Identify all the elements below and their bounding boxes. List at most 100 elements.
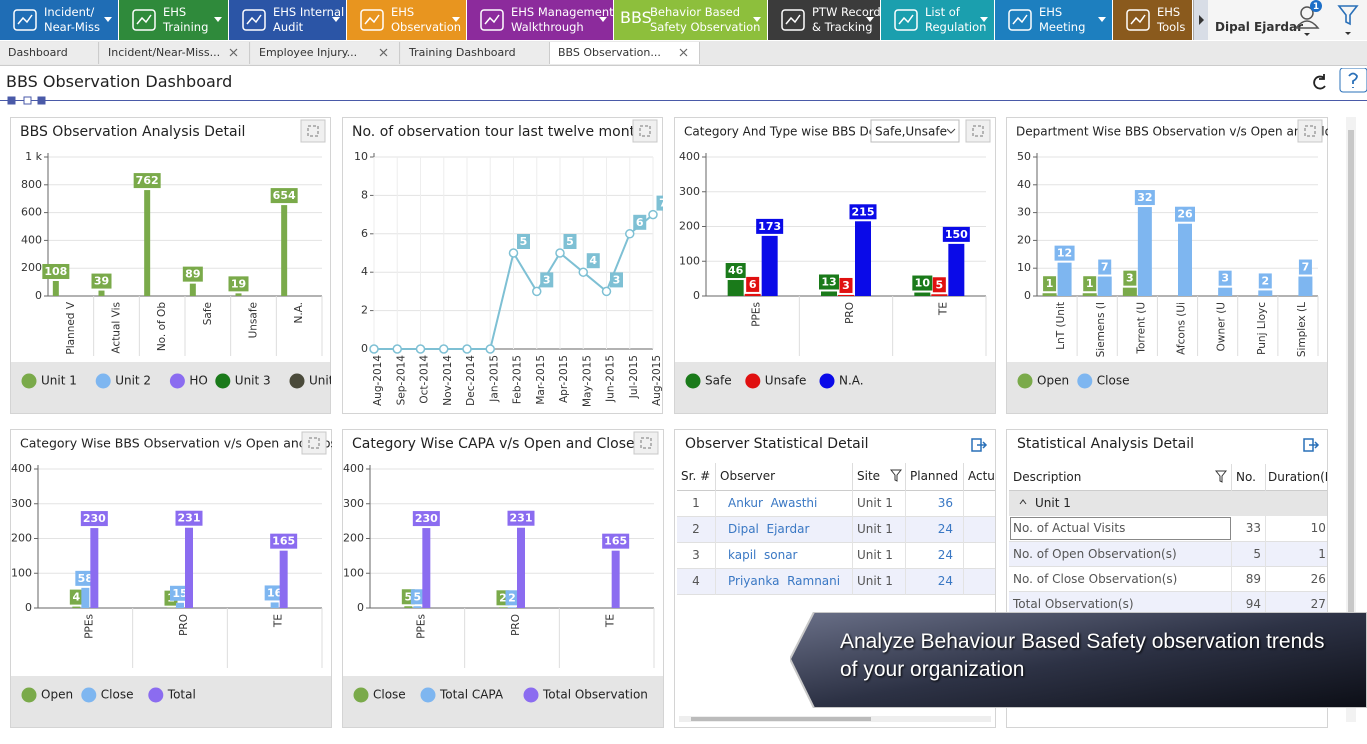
nav-item[interactable]: BBS Behavior Based Safety Observation [614, 0, 767, 40]
x-tick-label: Afcons (Ui [1176, 302, 1188, 355]
chart-title: Category And Type wise BBS Detail [684, 125, 895, 139]
data-label: 46 [728, 264, 744, 277]
y-tick-label: 50 [1017, 150, 1031, 163]
refresh-icon[interactable] [1313, 74, 1326, 90]
expand-button[interactable] [301, 431, 327, 455]
tab[interactable]: Employee Injury... [251, 42, 400, 64]
user-icon[interactable]: 1 [1290, 0, 1330, 40]
legend-label: Total Observation [542, 688, 648, 702]
data-label: 4 [73, 591, 81, 604]
help-icon [1348, 72, 1358, 88]
nav-more[interactable] [1193, 0, 1209, 40]
tab[interactable]: Training Dashboard [401, 42, 550, 64]
x-tick-label: Apr-2015 [558, 355, 570, 403]
tab-close[interactable] [229, 48, 239, 58]
y-tick-label: 200 [343, 532, 364, 545]
y-tick-label: 0 [361, 342, 368, 355]
expand-button[interactable] [965, 119, 991, 143]
tab-close-icon [379, 48, 388, 57]
data-label: 654 [273, 189, 296, 202]
nav-item[interactable]: EHS Observation [347, 0, 466, 40]
bar [281, 205, 288, 296]
tab[interactable]: Dashboard [0, 42, 99, 64]
nav-item[interactable]: EHS Meeting [995, 0, 1112, 40]
x-tick-label: Nov-2014 [442, 355, 454, 406]
bar [98, 290, 105, 296]
nav-item[interactable]: EHS Internal Audit [229, 0, 346, 40]
bar [727, 280, 744, 296]
data-label: 6 [749, 278, 757, 291]
chart-panel: Category And Type wise BBS DetailSafe,Un… [674, 117, 996, 414]
banner-shape [790, 612, 1367, 708]
data-label-box [410, 589, 424, 605]
data-label: 3 [1126, 272, 1134, 285]
bar [235, 293, 242, 296]
y-tick-label: 300 [679, 185, 700, 198]
bar [1298, 276, 1313, 296]
icon-shape [364, 14, 380, 25]
nav-item[interactable]: Incident/Near-Miss [0, 0, 118, 40]
icon-shape [1126, 9, 1150, 31]
table-cell: 5 [1231, 541, 1266, 566]
data-label-box [849, 204, 877, 220]
data-label-box [725, 263, 746, 279]
legend-swatch [21, 687, 37, 703]
export-button[interactable] [1301, 436, 1321, 454]
expand-button[interactable] [300, 119, 326, 143]
data-label-box [746, 276, 760, 292]
notification-count: 1 [1313, 2, 1319, 12]
expand-button[interactable] [1297, 119, 1323, 143]
bar [1258, 290, 1273, 296]
nav-item[interactable]: EHS Management Walkthrough [467, 0, 614, 40]
expand-button[interactable] [633, 431, 659, 455]
data-label: 3 [543, 273, 551, 286]
data-label-box [656, 195, 663, 211]
data-label: 108 [44, 265, 67, 278]
icon-shape [242, 9, 266, 31]
tab[interactable]: BBS Observation... [550, 42, 700, 64]
data-label: 10 [915, 277, 931, 290]
user-caret [1304, 33, 1310, 36]
tab[interactable]: Incident/Near-Miss... [100, 42, 250, 64]
line-point [555, 248, 565, 258]
group-label: Unit 1 [1035, 496, 1071, 511]
nav-item[interactable]: EHS Training [119, 0, 228, 40]
data-label-box [182, 266, 203, 282]
nav-icon [894, 9, 918, 31]
table-cell: 33 [1231, 516, 1266, 541]
table-cell: Unit 1 [852, 490, 906, 516]
data-label-box [42, 263, 70, 279]
nav-item[interactable]: PTW Record & Tracking [768, 0, 881, 40]
icon-shape [898, 14, 914, 25]
x-tick-label: Dec-2014 [465, 355, 477, 406]
tab-close[interactable] [379, 48, 389, 58]
filter-caret [1345, 32, 1351, 35]
nav-item[interactable]: List of Regulation [881, 0, 994, 40]
icon-shape [785, 14, 801, 25]
chart-title: No. of observation tour last twelve mont… [352, 124, 644, 140]
export-button[interactable] [969, 436, 989, 454]
tab-close[interactable] [679, 48, 689, 58]
nav-label: EHS [391, 5, 415, 19]
x-tick-label: Jun-2015 [605, 355, 617, 403]
legend-label: Unit 2 [115, 374, 151, 388]
filter-dropdown[interactable]: Safe,Unsafe [870, 119, 960, 143]
data-label: 173 [758, 220, 781, 233]
v-scroll-thumb [1348, 130, 1354, 690]
group-toggle[interactable] [1017, 497, 1031, 507]
expand-button[interactable] [632, 119, 658, 143]
nav-item[interactable]: EHS Tools [1113, 0, 1192, 40]
icon-shape [894, 9, 918, 31]
chart-panel: No. of observation tour last twelve mont… [342, 117, 663, 414]
x-tick-label: Mar-2015 [535, 355, 547, 405]
line-point [601, 286, 612, 297]
data-label-box [1298, 259, 1312, 275]
column-filter[interactable] [1215, 470, 1227, 484]
nav-label: Meeting [1039, 20, 1086, 34]
x-tick-label: Jan-2015 [488, 355, 500, 403]
y-tick-label: 4 [361, 265, 368, 278]
table-cell: No. of Actual Visits [1009, 516, 1232, 541]
chart-panel: BBS Observation Analysis Detail 0 200 400 60… [10, 117, 331, 414]
filter-button[interactable] [1334, 0, 1364, 40]
column-filter[interactable] [890, 469, 902, 483]
